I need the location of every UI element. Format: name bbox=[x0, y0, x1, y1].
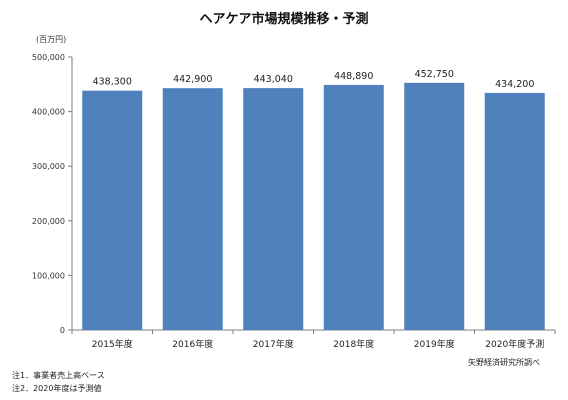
x-category-label: 2016年度 bbox=[172, 338, 213, 350]
y-tick-label: 400,000 bbox=[32, 108, 65, 117]
bar bbox=[323, 84, 384, 330]
bar-value-label: 442,900 bbox=[173, 74, 212, 85]
bar-value-label: 448,890 bbox=[334, 71, 373, 82]
note-2: 注2．2020年度は予測値 bbox=[12, 383, 101, 393]
y-tick-label: 500,000 bbox=[32, 53, 65, 62]
x-category-label: 2019年度 bbox=[414, 338, 455, 350]
category-labels-group: 2015年度 2016年度 2017年度 2018年度 2019年度 2020年度予測 bbox=[92, 338, 544, 350]
bar bbox=[404, 82, 465, 331]
chart-title: ヘアケア市場規模推移・予測 bbox=[199, 11, 368, 27]
y-tick-label: 300,000 bbox=[32, 162, 65, 171]
bar bbox=[484, 92, 545, 330]
x-category-label: 2020年度予測 bbox=[485, 338, 544, 350]
bars-group bbox=[82, 82, 545, 331]
bar-value-label: 438,300 bbox=[93, 77, 132, 88]
x-category-label: 2018年度 bbox=[333, 338, 374, 350]
value-labels-group: 438,300 442,900 443,040 448,890 452,750 434,2… bbox=[93, 69, 535, 90]
note-1: 注1．事業者売上高ベース bbox=[12, 370, 105, 380]
bar-value-label: 434,200 bbox=[495, 79, 534, 90]
y-axis-ticks: 0 100,000 200,000 300,000 400,000 500,000 bbox=[32, 53, 72, 335]
source-credit: 矢野経済研究所調べ bbox=[468, 357, 540, 367]
x-category-label: 2017年度 bbox=[253, 338, 294, 350]
bar bbox=[243, 88, 304, 330]
bar bbox=[82, 90, 143, 330]
y-tick-label: 100,000 bbox=[32, 271, 65, 280]
bar-value-label: 443,040 bbox=[254, 74, 293, 85]
x-axis-ticks bbox=[71, 330, 556, 334]
y-tick-label: 0 bbox=[60, 326, 65, 335]
bar bbox=[162, 88, 223, 330]
x-category-label: 2015年度 bbox=[92, 338, 133, 350]
y-tick-label: 200,000 bbox=[32, 217, 65, 226]
bar-value-label: 452,750 bbox=[415, 69, 454, 80]
y-axis-unit: (百万円) bbox=[36, 35, 66, 44]
